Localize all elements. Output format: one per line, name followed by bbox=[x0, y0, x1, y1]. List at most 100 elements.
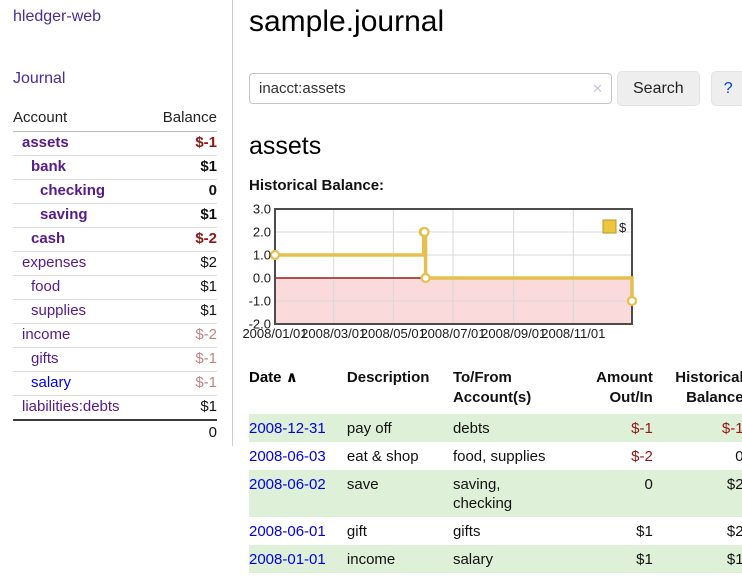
account-link[interactable]: food bbox=[31, 278, 61, 295]
account-link[interactable]: assets bbox=[22, 134, 69, 151]
account-link[interactable]: salary bbox=[31, 374, 72, 391]
page-title: sample.journal bbox=[249, 5, 445, 38]
account-row: assets $-1 bbox=[13, 132, 217, 156]
register-header-historical: Historical Balance bbox=[655, 366, 742, 414]
transaction-amount: $1 bbox=[636, 551, 653, 568]
sort-caret-up-icon: ∧ bbox=[285, 369, 298, 386]
brand-link[interactable]: hledger-web bbox=[13, 8, 102, 25]
accounts-table: Account Balance assets $-1 bank $1 checking 0… bbox=[13, 106, 217, 445]
account-row: saving $1 bbox=[13, 203, 217, 228]
search-input[interactable] bbox=[249, 73, 612, 104]
transaction-date-link[interactable]: 2008-01-01 bbox=[249, 551, 326, 568]
transaction-accounts: salary bbox=[452, 551, 493, 568]
transaction-date-link[interactable]: 2008-06-01 bbox=[249, 523, 326, 540]
account-balance: $-2 bbox=[148, 227, 217, 252]
transaction-amount: $-1 bbox=[631, 420, 653, 437]
accounts-total-spacer bbox=[13, 419, 149, 445]
account-balance: $-1 bbox=[148, 371, 217, 396]
register-header-amount: Amount Out/In bbox=[571, 366, 655, 414]
legend-label: $ bbox=[619, 220, 627, 235]
accounts-table-body: assets $-1 bank $1 checking 0 saving $1 cash $-2 e… bbox=[13, 132, 217, 420]
svg-text:3.0: 3.0 bbox=[253, 202, 271, 217]
svg-text:1.0: 1.0 bbox=[253, 248, 271, 263]
account-row: income $-2 bbox=[13, 323, 217, 348]
sidebar-item-journal[interactable]: Journal bbox=[13, 70, 66, 87]
account-link[interactable]: expenses bbox=[22, 254, 87, 271]
transaction-amount: $-2 bbox=[631, 448, 653, 465]
account-link[interactable]: supplies bbox=[31, 302, 87, 319]
register-header-description: Description bbox=[346, 369, 430, 386]
transaction-description: save bbox=[346, 476, 379, 493]
transaction-balance: $1 bbox=[726, 551, 742, 568]
register-header-historical-line2: Balance bbox=[686, 389, 742, 406]
accounts-total-value: 0 bbox=[148, 419, 217, 445]
transaction-amount: 0 bbox=[644, 476, 653, 493]
transaction-description: eat & shop bbox=[346, 448, 419, 465]
balance-chart-svg: $3.0 2.0 1.0 0.0 -1.0 -2.02008/01/012008/03/0… bbox=[242, 202, 638, 341]
transaction-date-link[interactable]: 2008-12-31 bbox=[249, 420, 326, 437]
register-header-tofrom: To/From Account(s) bbox=[453, 366, 571, 414]
accounts-header-account: Account bbox=[13, 106, 149, 132]
account-link[interactable]: cash bbox=[31, 230, 66, 247]
account-link[interactable]: saving bbox=[40, 206, 88, 223]
account-row: gifts $-1 bbox=[13, 347, 217, 372]
register-header-row: Date ∧ Description To/From Account(s) Am… bbox=[249, 366, 742, 414]
svg-text:0.0: 0.0 bbox=[253, 271, 271, 286]
chart-legend: $ bbox=[602, 219, 627, 235]
register-row: 2008-12-31 pay off debts $-1 $-1 bbox=[249, 414, 742, 442]
register-row: 2008-06-01 gift gifts $1 $2 bbox=[249, 517, 742, 545]
account-balance: $-1 bbox=[148, 347, 217, 372]
register-row: 2008-06-02 save saving, checking 0 $2 bbox=[249, 470, 742, 517]
main-content: sample.journal ✕ Search ? assets Histori… bbox=[233, 0, 742, 573]
chart-data-point bbox=[419, 226, 430, 238]
historical-balance-chart: $3.0 2.0 1.0 0.0 -1.0 -2.0 2008/01/01 2008/03/0… bbox=[242, 202, 697, 344]
account-row: liabilities:debts $1 bbox=[13, 395, 217, 420]
accounts-total-row: 0 bbox=[13, 419, 217, 445]
search-input-wrap: ✕ bbox=[249, 73, 612, 104]
account-row: checking 0 bbox=[13, 179, 217, 204]
transaction-accounts: gifts bbox=[452, 523, 481, 540]
transaction-date-link[interactable]: 2008-06-02 bbox=[249, 476, 326, 493]
account-link[interactable]: checking bbox=[40, 182, 106, 199]
register-header-historical-line1: Historical bbox=[675, 369, 742, 386]
svg-text:2008/01/01: 2008/01/01 bbox=[242, 326, 307, 341]
account-balance: $1 bbox=[148, 203, 217, 228]
help-button[interactable]: ? bbox=[710, 71, 742, 106]
account-link[interactable]: income bbox=[22, 326, 71, 343]
account-balance: $1 bbox=[148, 275, 217, 300]
sort-by-date-link[interactable]: Date ∧ bbox=[249, 369, 298, 386]
account-row: supplies $1 bbox=[13, 299, 217, 324]
register-header-amount-line1: Amount bbox=[596, 369, 653, 386]
svg-text:2008/11/01: 2008/11/01 bbox=[541, 326, 605, 341]
account-balance: $1 bbox=[148, 299, 217, 324]
register-table-body: 2008-12-31 pay off debts $-1 $-1 2008-06-03 ea… bbox=[249, 414, 742, 573]
clear-search-icon[interactable]: ✕ bbox=[592, 80, 603, 96]
sidebar: hledger-web Journal Account Balance asse… bbox=[0, 0, 233, 446]
register-header-tofrom-line1: To/From bbox=[452, 369, 512, 386]
svg-text:2008/07/01: 2008/07/01 bbox=[420, 326, 485, 341]
transaction-accounts: saving, checking bbox=[452, 476, 513, 512]
search-button[interactable]: Search bbox=[617, 71, 700, 106]
account-heading: assets bbox=[249, 132, 322, 160]
chart-border bbox=[274, 208, 633, 325]
svg-text:2008/09/01: 2008/09/01 bbox=[481, 326, 546, 341]
transaction-balance: $-1 bbox=[721, 420, 742, 437]
transaction-description: pay off bbox=[346, 420, 392, 437]
account-balance: $1 bbox=[148, 155, 217, 180]
register-header-tofrom-line2: Account(s) bbox=[452, 389, 532, 406]
account-link[interactable]: gifts bbox=[31, 350, 59, 367]
account-row: food $1 bbox=[13, 275, 217, 300]
transaction-balance: $2 bbox=[726, 476, 742, 493]
search-form: ✕ Search ? bbox=[249, 71, 742, 106]
transaction-date-link[interactable]: 2008-06-03 bbox=[249, 448, 326, 465]
account-row: cash $-2 bbox=[13, 227, 217, 252]
account-balance: $-1 bbox=[195, 134, 217, 151]
account-link[interactable]: liabilities:debts bbox=[22, 398, 120, 415]
transaction-description: gift bbox=[346, 523, 367, 540]
account-balance: $2 bbox=[148, 251, 217, 276]
chart-data-point bbox=[269, 249, 281, 261]
account-link[interactable]: bank bbox=[31, 158, 67, 175]
accounts-header-balance: Balance bbox=[148, 106, 217, 132]
svg-text:2.0: 2.0 bbox=[253, 225, 271, 240]
